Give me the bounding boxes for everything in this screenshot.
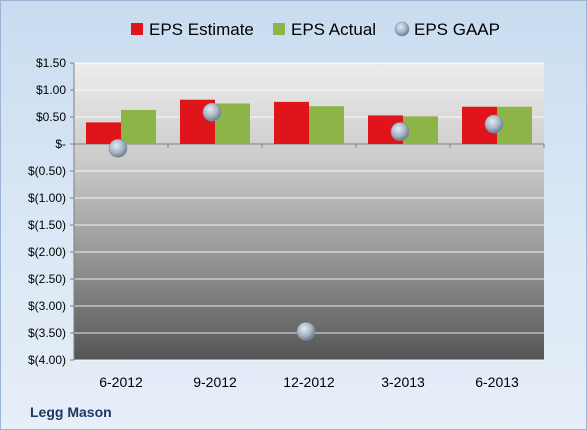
- x-tick-label: 3-2013: [381, 374, 425, 390]
- legend: EPS Estimate EPS Actual EPS GAAP: [131, 20, 500, 39]
- point-eps-gaap: [390, 122, 410, 141]
- y-tick-label: $(4.00): [28, 353, 66, 367]
- legend-swatch: [131, 23, 143, 35]
- y-tick-label: $(1.50): [28, 218, 66, 232]
- y-tick-label: $(2.00): [28, 245, 66, 259]
- y-tick-label: $-: [55, 137, 66, 151]
- bars: [86, 99, 532, 144]
- y-tick-label: $(3.50): [28, 326, 66, 340]
- gaap-points: [108, 102, 504, 341]
- y-tick-label: $1.50: [36, 56, 66, 70]
- x-axis: 6-2012 9-2012 12-2012 3-2013 6-2013: [99, 144, 545, 390]
- y-tick-label: $(3.00): [28, 299, 66, 313]
- point-eps-gaap: [108, 139, 128, 158]
- point-eps-gaap: [202, 102, 222, 122]
- bar-eps-estimate: [274, 101, 309, 144]
- x-tick-label: 6-2013: [475, 374, 519, 390]
- bar-eps-actual: [121, 109, 156, 144]
- x-tick-label: 9-2012: [193, 374, 237, 390]
- legend-label: EPS GAAP: [414, 20, 500, 39]
- legend-swatch: [394, 21, 410, 37]
- legend-swatch: [273, 23, 285, 35]
- company-name-label: Legg Mason: [30, 404, 112, 420]
- legend-label: EPS Estimate: [149, 20, 254, 39]
- y-tick-label: $(1.00): [28, 191, 66, 205]
- y-tick-label: $1.00: [36, 83, 66, 97]
- y-tick-label: $(0.50): [28, 164, 66, 178]
- y-tick-label: $(2.50): [28, 272, 66, 286]
- bar-eps-actual: [309, 106, 344, 144]
- bar-eps-estimate: [86, 122, 121, 144]
- x-tick-label: 12-2012: [283, 374, 335, 390]
- x-tick-label: 6-2012: [99, 374, 143, 390]
- legend-label: EPS Actual: [291, 20, 376, 39]
- point-eps-gaap: [296, 322, 316, 341]
- y-tick-label: $0.50: [36, 110, 66, 124]
- point-eps-gaap: [484, 114, 504, 134]
